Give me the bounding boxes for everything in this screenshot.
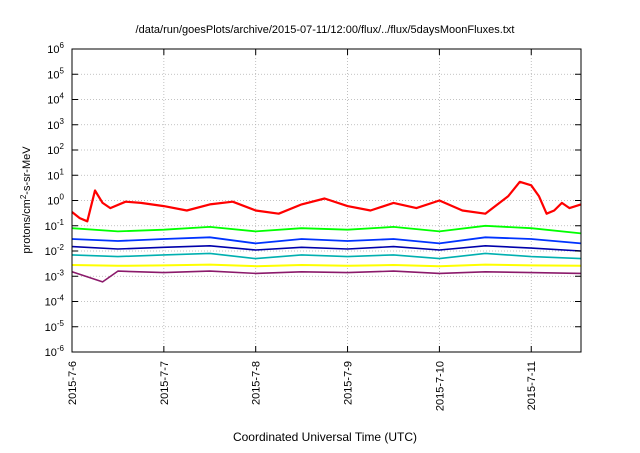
- x-tick-label: 2015-7-8: [251, 361, 263, 405]
- y-tick-label: 10-2: [45, 243, 65, 258]
- y-tick-label: 10-4: [45, 294, 65, 309]
- series-layer: [71, 180, 582, 283]
- series-line-2: [71, 224, 582, 235]
- x-tick-label: 2015-7-9: [343, 361, 355, 405]
- series-line-7: [71, 270, 582, 283]
- y-tick-labels: 10-6 10-5 10-4 10-3 10-2 10-1 100 101 102 103 104 1…: [45, 41, 65, 359]
- y-tick-label: 101: [47, 167, 64, 182]
- x-tick-label: 2015-7-7: [159, 361, 171, 405]
- x-axis-label: Coordinated Universal Time (UTC): [233, 430, 417, 444]
- y-tick-label: 10-1: [45, 218, 65, 233]
- series-line-5: [71, 252, 582, 260]
- y-tick-label: 103: [47, 117, 64, 132]
- series-line-3: [71, 236, 582, 245]
- y-axis-label: protons/cm2-s-sr-MeV: [19, 146, 33, 254]
- series-line-4: [71, 245, 582, 252]
- y-tick-label: 10-5: [45, 319, 65, 334]
- tick-layer: [71, 48, 581, 353]
- y-tick-label: 10-3: [45, 268, 65, 283]
- y-tick-label: 104: [47, 92, 64, 107]
- series-line-6: [71, 263, 582, 268]
- x-tick-label: 2015-7-6: [67, 361, 79, 405]
- y-tick-label: 10-6: [45, 344, 65, 359]
- x-tick-labels: 2015-7-6 2015-7-7 2015-7-8 2015-7-9 2015-7-1…: [67, 361, 538, 411]
- y-tick-label: 102: [47, 142, 64, 157]
- chart-title: /data/run/goesPlots/archive/2015-07-11/1…: [136, 24, 515, 36]
- y-tick-label: 100: [47, 193, 64, 208]
- x-tick-label: 2015-7-11: [526, 361, 538, 410]
- grid-layer: [72, 49, 581, 352]
- series-line-1: [71, 180, 582, 223]
- x-tick-label: 2015-7-10: [434, 361, 446, 411]
- y-tick-label: 106: [47, 41, 64, 56]
- y-tick-label: 105: [47, 66, 64, 81]
